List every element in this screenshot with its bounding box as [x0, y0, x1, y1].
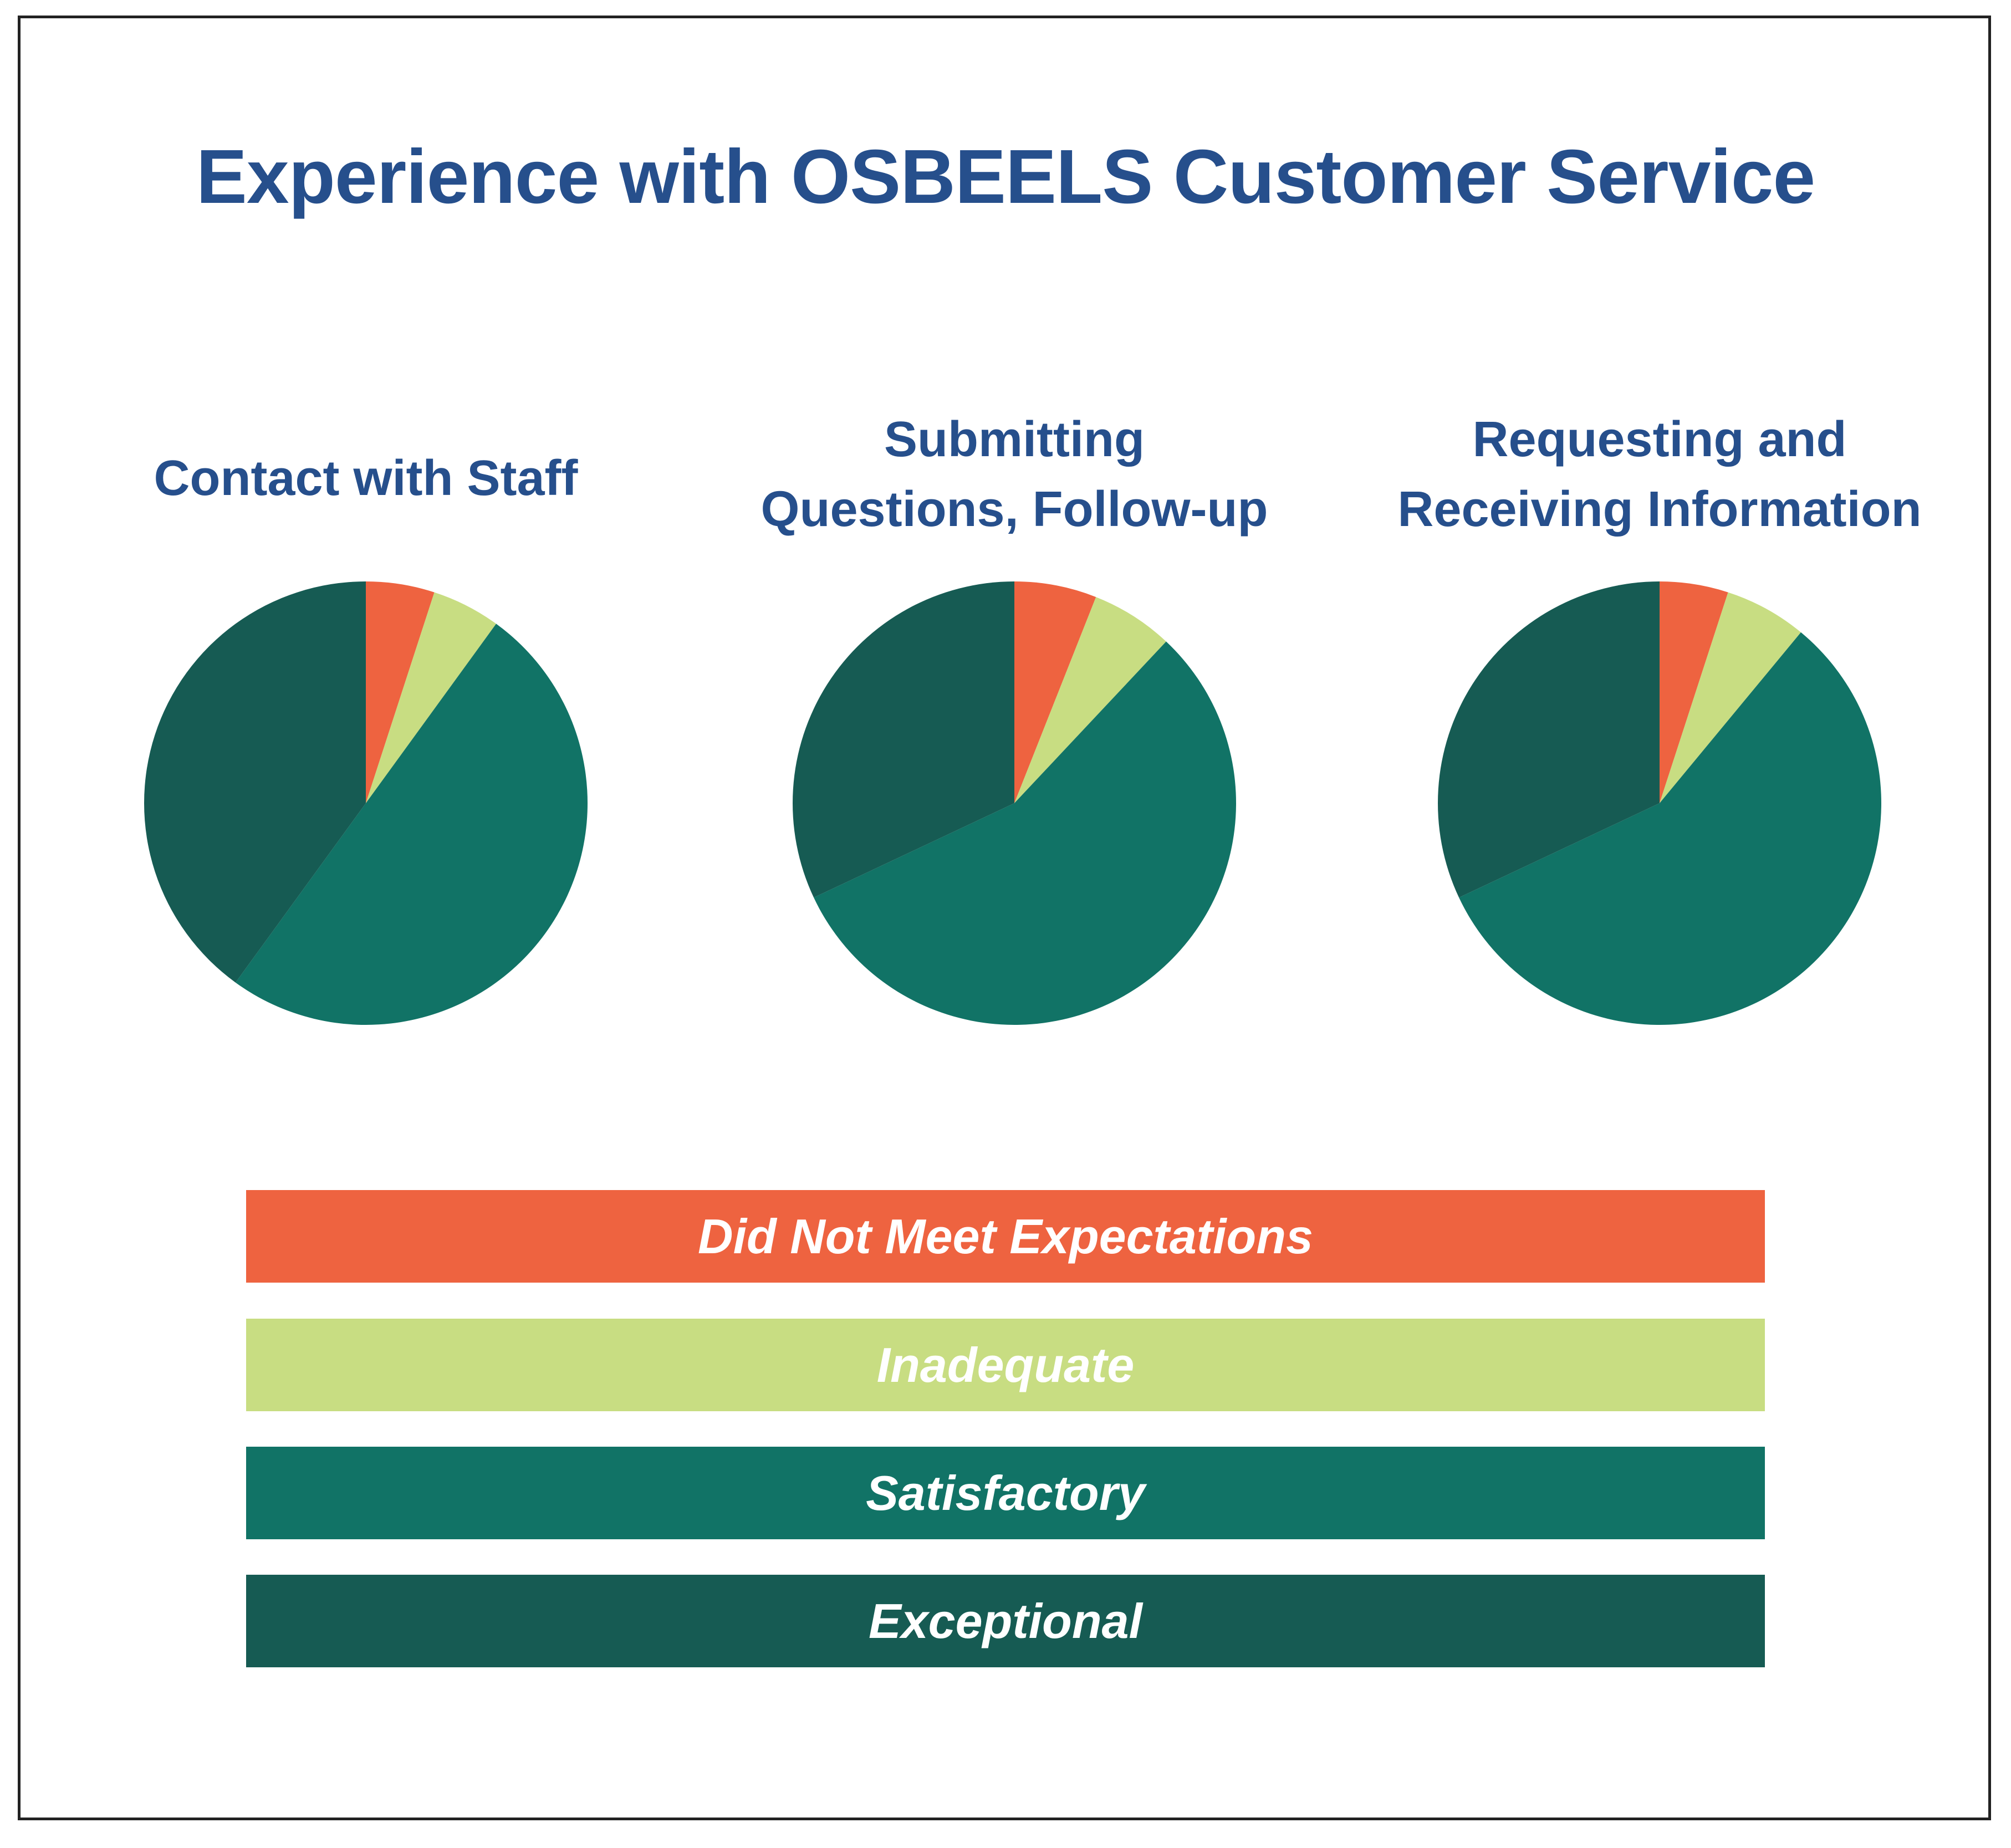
- pie-title-line: Questions, Follow-up: [760, 482, 1268, 537]
- chart-frame: [18, 16, 1991, 1820]
- pie-2-slice-did-not-meet: [1014, 581, 1096, 803]
- pie-title-line: Submitting: [884, 412, 1145, 467]
- pie-2-slice-satisfactory: [814, 641, 1236, 1025]
- pie-title-line: Contact with Staff: [154, 451, 578, 506]
- pie-1-slice-inadequate: [366, 592, 497, 803]
- pie-title-requesting-information: Requesting and Receiving Information: [1327, 405, 1992, 544]
- pie-3-slice-did-not-meet: [1660, 581, 1728, 803]
- chart-title: Experience with OSBEELS Customer Service: [196, 134, 1815, 219]
- pie-2-slice-exceptional: [793, 581, 1014, 898]
- pie-title-line: Requesting and: [1472, 412, 1847, 467]
- legend-exceptional: Exceptional: [246, 1575, 1765, 1667]
- legend-satisfactory: Satisfactory: [246, 1447, 1765, 1539]
- pie-title-contact-staff: Contact with Staff: [33, 443, 698, 513]
- pie-title-line: Receiving Information: [1397, 482, 1922, 537]
- legend-did-not-meet: Did Not Meet Expectations: [246, 1190, 1765, 1283]
- pie-1-slice-exceptional: [144, 581, 366, 983]
- pie-2-slice-inadequate: [1014, 597, 1166, 803]
- pie-3-slice-satisfactory: [1459, 632, 1881, 1025]
- pie-3-slice-exceptional: [1437, 581, 1660, 898]
- pie-title-submitting-questions: Submitting Questions, Follow-up: [682, 405, 1347, 544]
- pie-1-slice-satisfactory: [235, 624, 588, 1025]
- pie-3-slice-inadequate: [1660, 592, 1801, 803]
- pie-1-slice-did-not-meet: [366, 581, 435, 803]
- legend-inadequate: Inadequate: [246, 1319, 1765, 1411]
